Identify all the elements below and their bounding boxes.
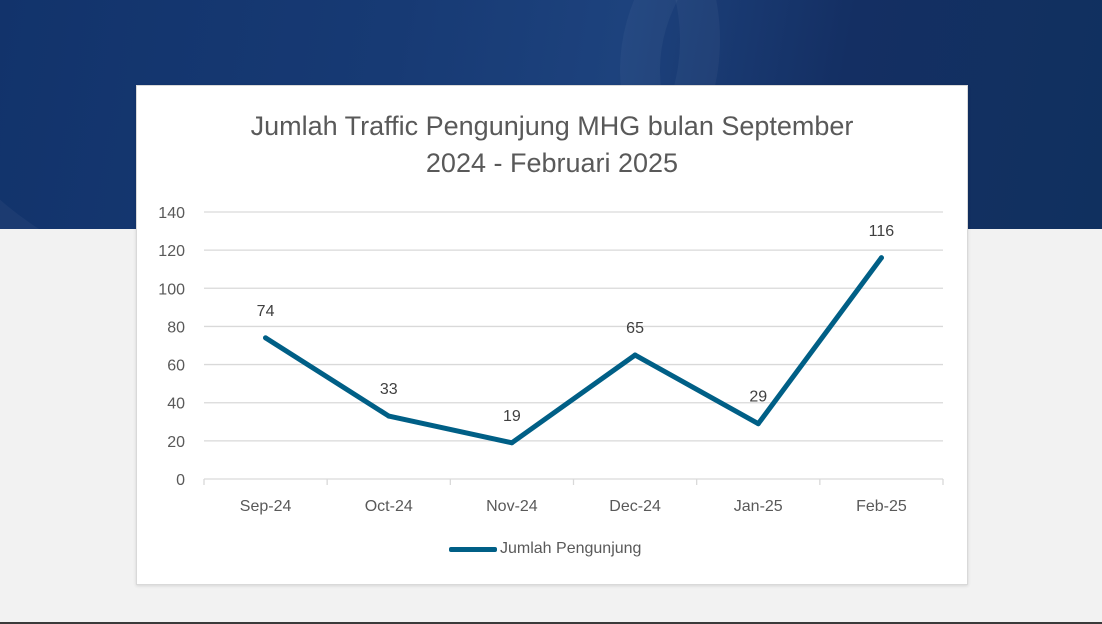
data-point (509, 440, 515, 446)
y-tick-label: 0 (176, 472, 185, 489)
chart-legend: Jumlah Pengunjung (449, 540, 641, 558)
legend-swatch (449, 546, 497, 552)
chart-title-line-2: 2024 - Februari 2025 (425, 148, 679, 178)
bottom-border (0, 622, 1102, 624)
data-label: 33 (380, 381, 398, 398)
x-tick-label: Dec-24 (609, 498, 661, 515)
x-tick-label: Oct-24 (365, 498, 413, 515)
y-tick-label: 100 (158, 281, 185, 298)
data-point (755, 421, 761, 427)
legend-label: Jumlah Pengunjung (500, 540, 642, 557)
data-label: 19 (503, 408, 521, 425)
y-tick-label: 40 (167, 396, 185, 413)
chart-container: Jumlah Traffic Pengunjung MHG bulan Sept… (136, 85, 968, 585)
x-tick-label: Nov-24 (486, 498, 538, 515)
data-label: 74 (257, 303, 275, 320)
y-tick-label: 80 (167, 319, 185, 336)
chart-title: Jumlah Traffic Pengunjung MHG bulan Sept… (137, 108, 967, 182)
series-line (263, 255, 884, 446)
data-point (386, 413, 392, 419)
data-point (263, 335, 269, 341)
y-tick-label: 120 (158, 243, 185, 260)
chart-plot: 0 20 40 60 80 100 120 140 Sep-24 Oct-24 Nov-24 Dec-… (158, 205, 944, 515)
data-label: 116 (869, 223, 895, 240)
chart-title-line-1: Jumlah Traffic Pengunjung MHG bulan Sept… (250, 111, 854, 141)
data-label: 65 (626, 320, 644, 337)
x-tick-label: Jan-25 (734, 498, 783, 515)
x-tick-label: Sep-24 (240, 498, 292, 515)
y-tick-label: 60 (167, 358, 185, 375)
y-tick-label: 20 (167, 434, 185, 451)
y-tick-label: 140 (158, 205, 185, 222)
data-point (632, 352, 638, 358)
data-point (878, 255, 884, 261)
data-label: 29 (749, 389, 767, 406)
x-tick-label: Feb-25 (856, 498, 907, 515)
